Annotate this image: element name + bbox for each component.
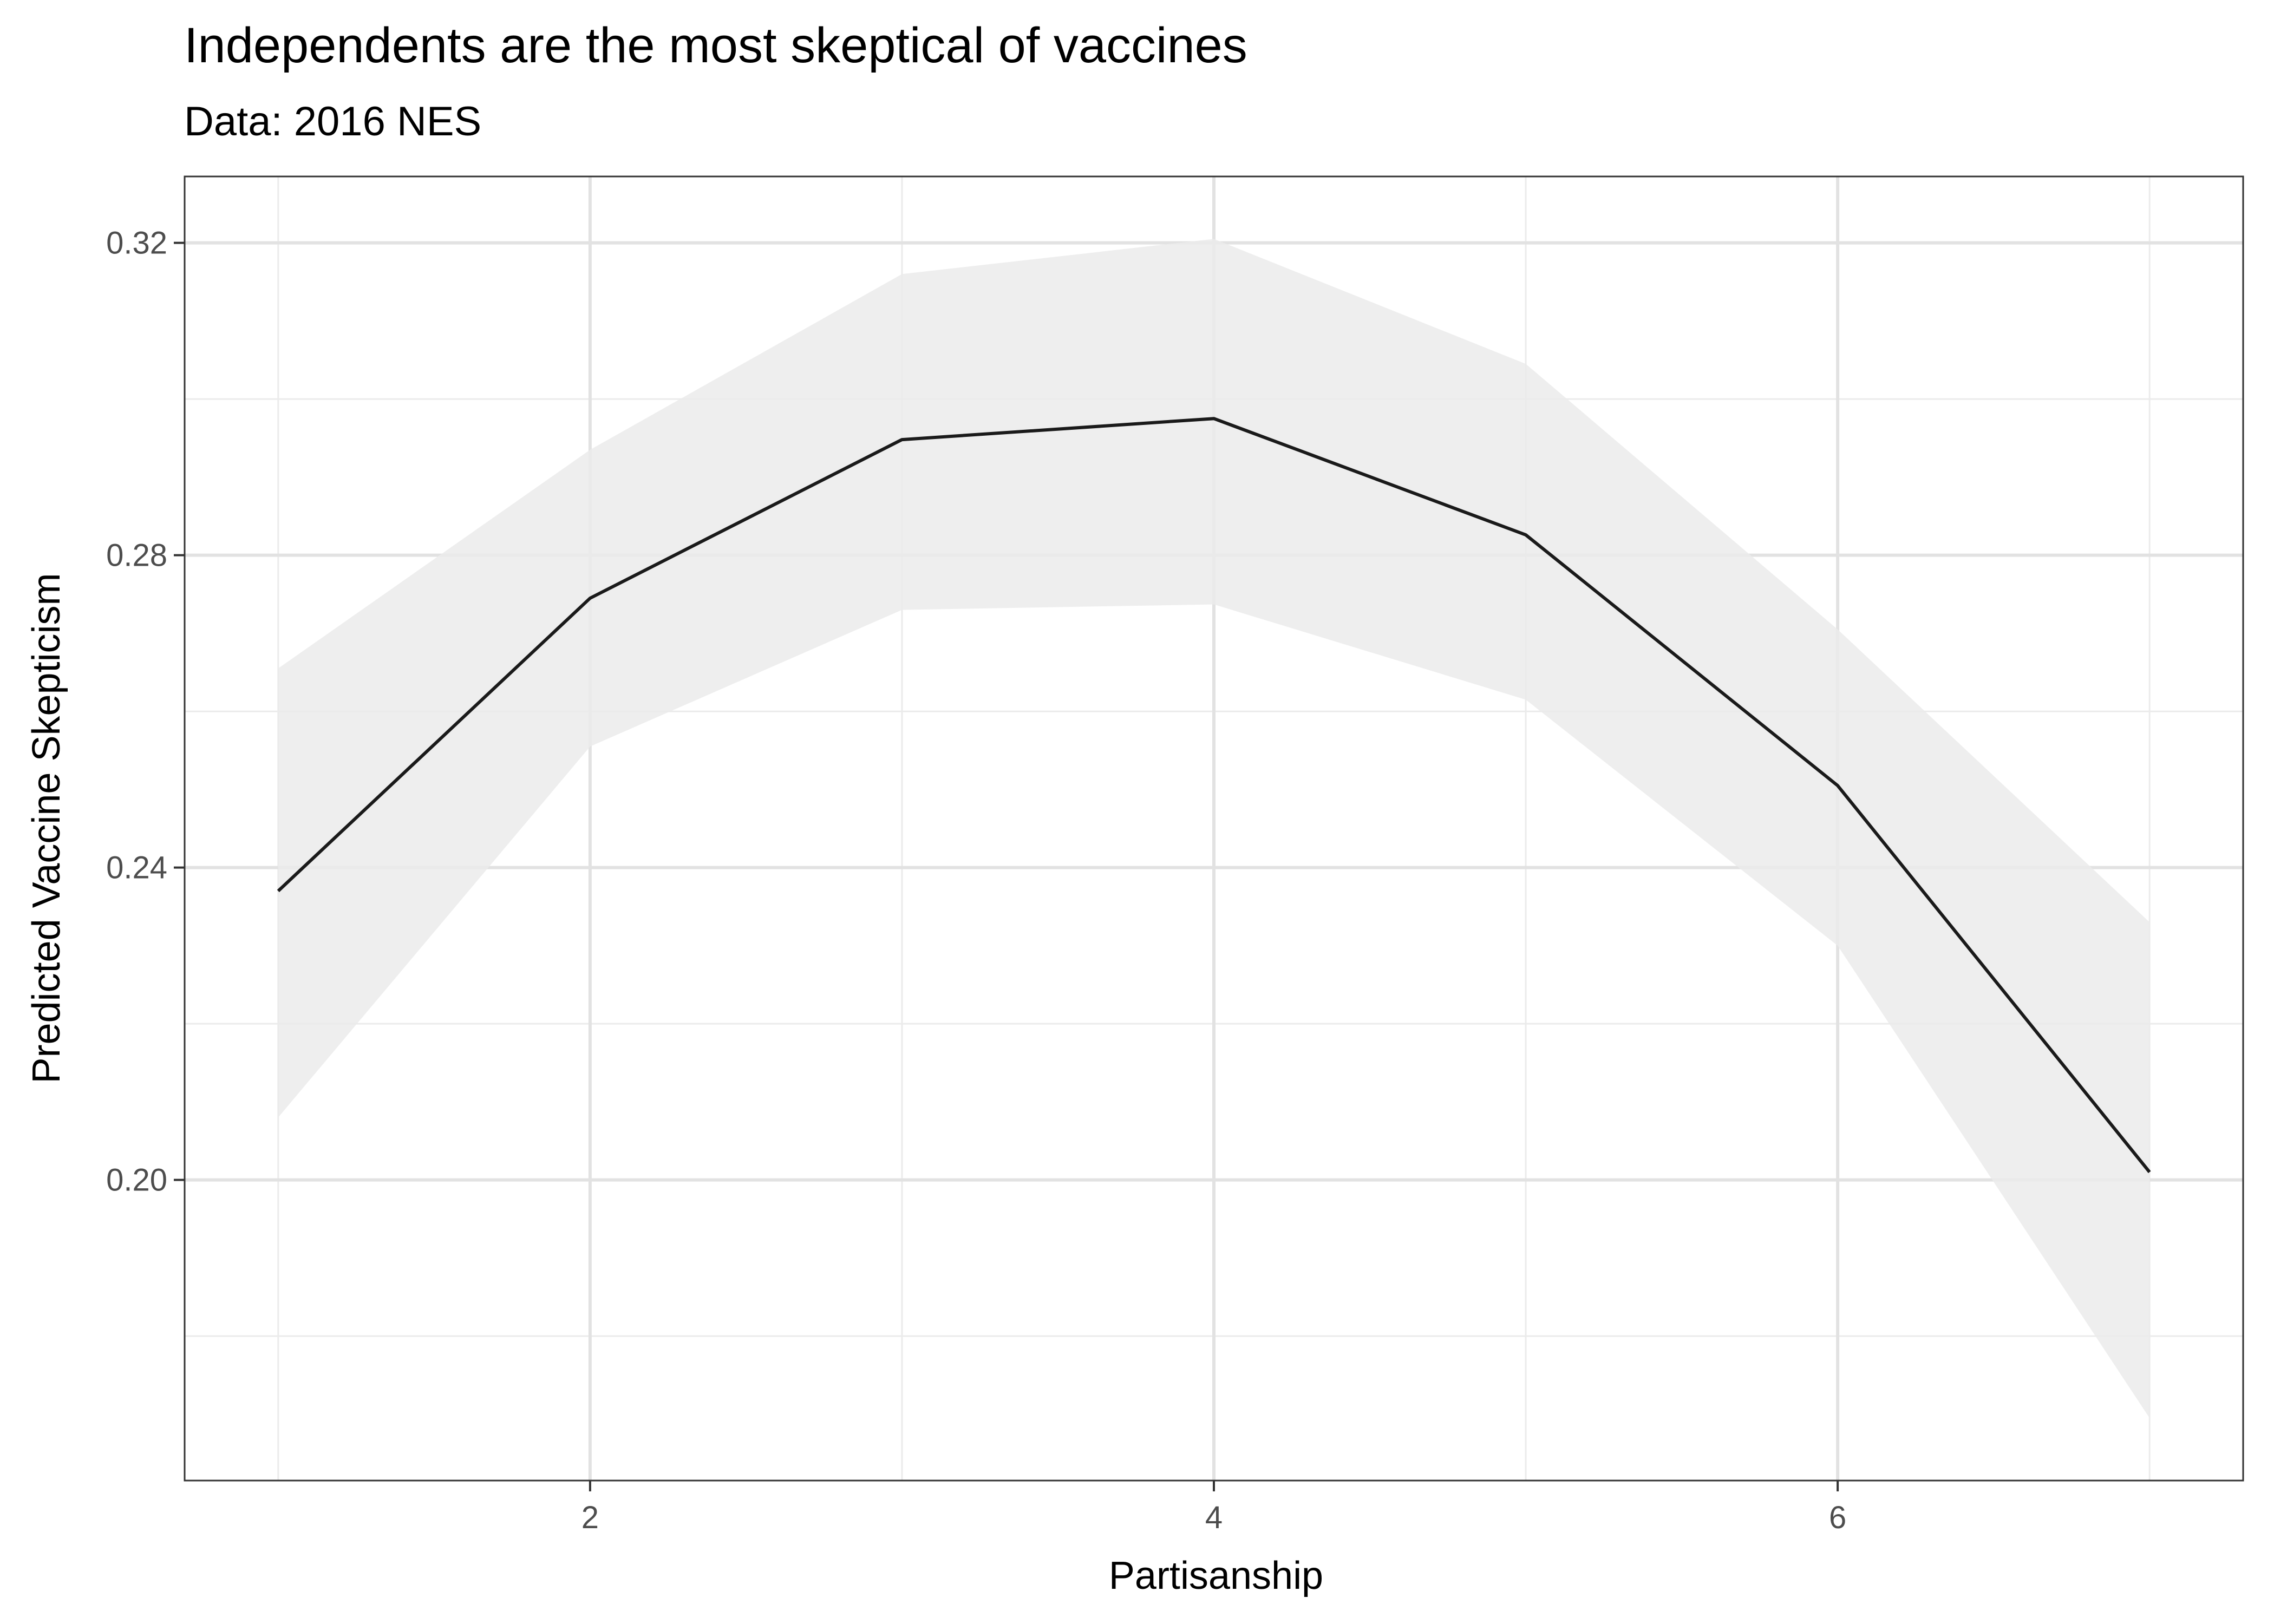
x-tick-label: 2 (581, 1500, 599, 1535)
y-axis: 0.20 0.24 0.28 0.32 (106, 226, 185, 1198)
prediction-line (277, 417, 2151, 1174)
line-layer (277, 417, 2151, 1174)
confidence-band (278, 239, 2150, 1418)
x-tick-label: 6 (1829, 1500, 1846, 1535)
y-axis-title: Predicted Vaccine Skepticism (25, 573, 68, 1083)
x-axis: 2 4 6 (581, 1481, 1846, 1535)
y-tick-label: 0.32 (106, 226, 167, 261)
x-axis-title: Partisanship (1109, 1554, 1323, 1597)
chart-title: Independents are the most skeptical of v… (184, 18, 1247, 73)
data-point (2149, 1172, 2150, 1173)
y-tick-label: 0.28 (106, 538, 167, 573)
y-tick-label: 0.24 (106, 850, 167, 886)
confidence-band-layer (278, 239, 2150, 1418)
chart-subtitle: Data: 2016 NES (184, 99, 481, 145)
y-tick-label: 0.20 (106, 1163, 167, 1198)
x-tick-label: 4 (1205, 1500, 1223, 1535)
